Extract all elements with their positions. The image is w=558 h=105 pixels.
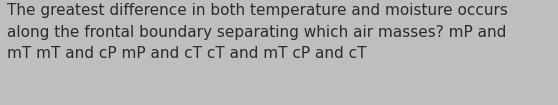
Text: The greatest difference in both temperature and moisture occurs
along the fronta: The greatest difference in both temperat…	[7, 3, 508, 61]
